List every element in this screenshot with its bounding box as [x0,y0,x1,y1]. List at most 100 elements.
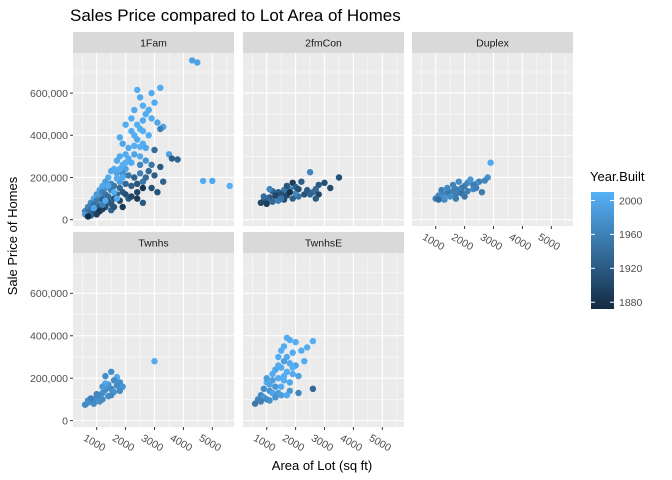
data-point [128,127,135,135]
points-2fmcon [257,169,343,207]
points-twnhse [251,334,317,407]
data-point [151,99,158,106]
data-point [116,165,124,173]
data-point [134,180,141,187]
data-point [139,184,147,192]
data-point [108,392,115,399]
data-point [309,385,317,392]
data-point [131,151,138,158]
data-point [266,185,273,193]
data-point [102,197,109,204]
data-point [286,379,293,386]
facet-strip [243,32,404,53]
data-point [90,400,98,407]
data-point [278,383,285,390]
facet-strip [243,232,404,253]
data-point [93,211,100,218]
data-point [84,213,92,220]
y-axis-ticks: 0 200,000 400,000 600,000 0 200,000 400,000 600… [30,88,73,427]
y-tick-label: 600,000 [30,288,68,300]
x-tick-label: 4000 [338,432,364,454]
data-point [473,184,480,192]
data-point [280,372,288,380]
legend-tick-label: 1880 [619,297,643,309]
legend-tick-label: 1960 [619,229,643,241]
y-tick-label: 0 [62,214,68,226]
data-point [139,117,147,124]
facet-panels: 1Fam 2fmCon Duplex Twnhs TwnhsE [73,32,573,427]
data-point [134,86,141,94]
x-tick-label: 2000 [449,231,475,253]
data-point [295,389,302,397]
data-point [157,125,164,133]
data-point [116,134,124,141]
x-tick-label: 3000 [478,231,504,253]
points-twnhs [81,358,158,408]
data-point [275,362,282,369]
data-point [438,186,445,194]
data-point [113,195,121,202]
data-point [292,338,299,346]
data-point [464,188,471,195]
data-point [134,189,141,196]
data-point [131,142,138,149]
data-point [260,385,267,392]
data-point [266,397,273,404]
data-point [119,203,126,211]
data-point [452,195,460,202]
data-point [327,184,334,192]
data-point [131,174,138,181]
data-point [306,169,314,176]
y-tick-label: 200,000 [30,172,68,184]
data-point [99,383,106,390]
x-tick-label: 3000 [309,432,335,454]
data-point [289,195,296,202]
data-point [122,180,129,187]
y-tick-label: 400,000 [30,331,68,343]
data-point [298,347,305,354]
facet-panel-2fmcon: 2fmCon [243,32,404,226]
x-tick-label: 1000 [251,432,277,454]
data-point [145,167,152,175]
legend-tick-label: 2000 [619,195,643,207]
data-point [119,174,126,181]
legend-ticks: 1880 1920 1960 2000 [591,195,643,309]
data-point [136,143,144,151]
data-point [435,196,442,203]
data-point [110,203,118,211]
y-tick-label: 200,000 [30,373,68,385]
data-point [148,184,155,192]
y-tick-label: 0 [62,415,68,427]
data-point [131,106,138,114]
y-tick-label: 400,000 [30,130,68,142]
data-point [142,157,149,164]
color-legend: Year.Built 1880 1920 1960 2000 [590,169,645,309]
facet-strip-label: 2fmCon [305,38,342,50]
data-point [275,353,282,361]
data-point [125,172,132,179]
data-point [455,178,462,185]
data-point [283,182,291,190]
data-point [157,84,164,92]
x-axis-title: Area of Lot (sq ft) [272,458,372,473]
data-point [280,358,288,365]
x-tick-label: 5000 [367,432,393,454]
data-point [312,195,319,202]
data-point [160,178,167,185]
data-point [174,156,181,163]
data-point [289,349,296,356]
data-point [275,375,282,382]
data-point [278,195,285,202]
data-point [298,178,305,185]
data-point [272,394,279,401]
data-point [128,182,135,190]
data-point [136,170,144,177]
data-point [467,176,474,183]
data-point [119,140,126,147]
data-point [116,387,124,395]
data-point [199,177,207,185]
x-tick-label: 5000 [197,432,223,454]
data-point [134,195,141,202]
data-point [272,383,279,390]
data-point [122,121,129,128]
